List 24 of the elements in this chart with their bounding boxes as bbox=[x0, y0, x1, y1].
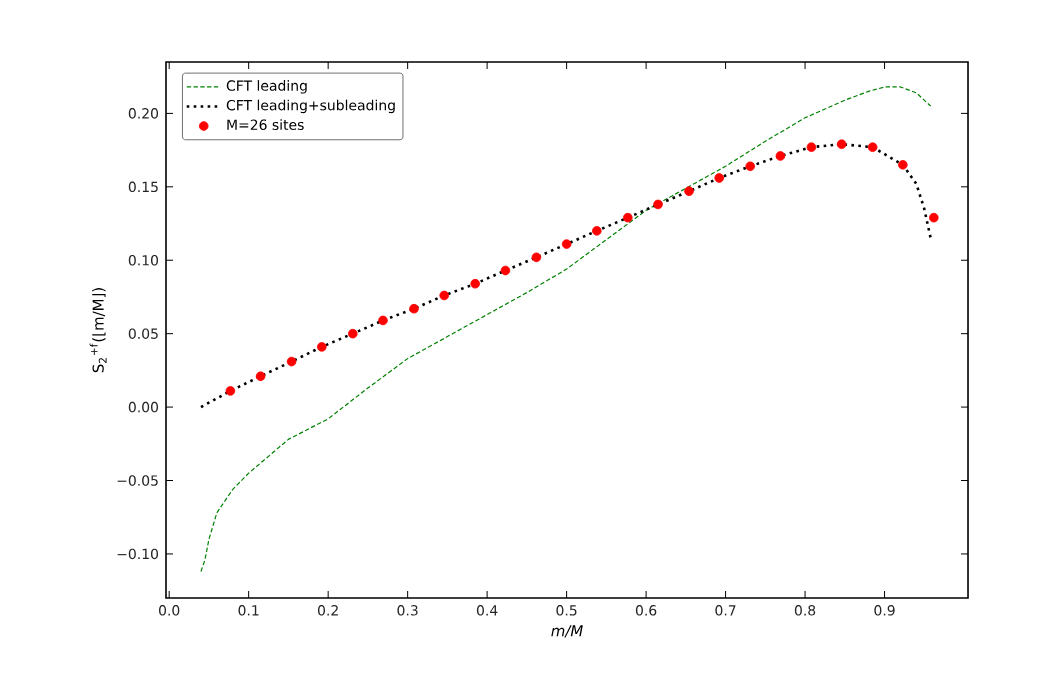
point bbox=[714, 173, 725, 183]
point bbox=[623, 212, 633, 223]
point bbox=[561, 239, 572, 249]
point bbox=[500, 265, 511, 276]
point bbox=[378, 315, 388, 326]
point bbox=[439, 290, 449, 301]
point bbox=[745, 161, 755, 172]
point bbox=[898, 160, 908, 170]
point bbox=[348, 328, 358, 339]
point bbox=[317, 342, 327, 352]
point bbox=[684, 186, 694, 196]
point bbox=[470, 278, 480, 289]
point bbox=[409, 303, 419, 314]
point bbox=[806, 142, 817, 152]
point bbox=[592, 226, 602, 236]
point bbox=[225, 386, 236, 396]
point bbox=[255, 371, 266, 382]
point bbox=[836, 139, 847, 150]
point bbox=[867, 142, 878, 152]
point bbox=[531, 252, 542, 263]
point bbox=[653, 199, 663, 210]
point bbox=[286, 356, 297, 367]
point bbox=[929, 212, 939, 223]
point bbox=[775, 151, 786, 161]
